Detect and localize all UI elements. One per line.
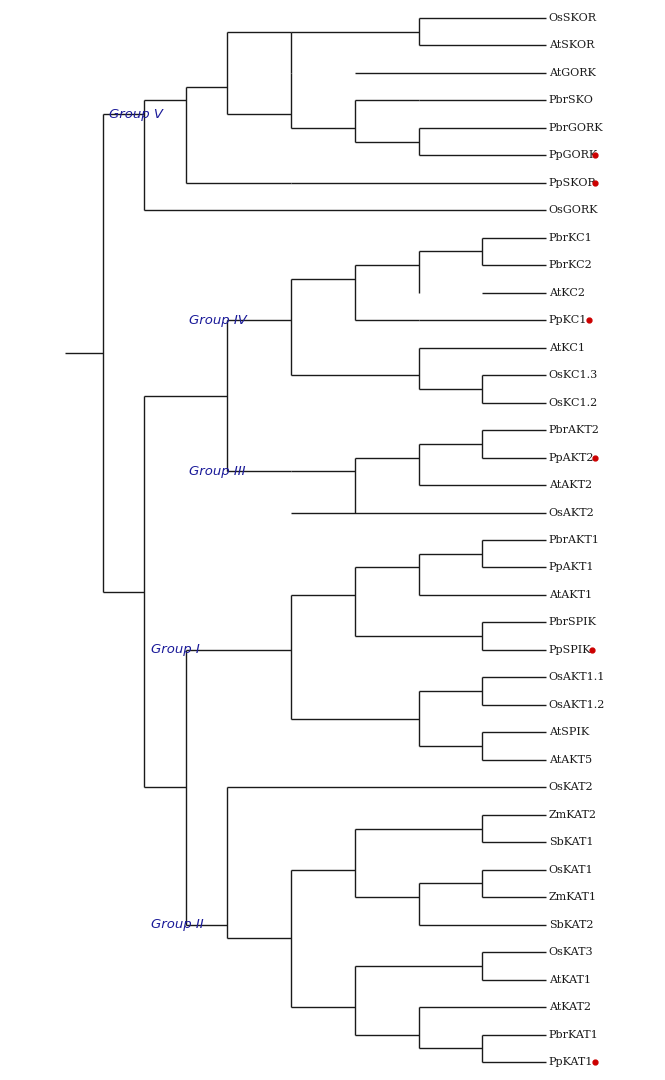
Text: OsAKT1.1: OsAKT1.1	[549, 673, 605, 683]
Text: ZmKAT2: ZmKAT2	[549, 810, 597, 820]
Text: PbrGORK: PbrGORK	[549, 123, 603, 133]
Text: OsSKOR: OsSKOR	[549, 13, 597, 23]
Text: PbrKC2: PbrKC2	[549, 260, 593, 270]
Text: Group III: Group III	[189, 464, 245, 477]
Text: SbKAT1: SbKAT1	[549, 837, 593, 848]
Text: SbKAT2: SbKAT2	[549, 920, 593, 930]
Text: PbrAKT2: PbrAKT2	[549, 426, 600, 435]
Text: PbrSKO: PbrSKO	[549, 95, 593, 106]
Text: PpKAT1: PpKAT1	[549, 1057, 593, 1067]
Text: OsKAT2: OsKAT2	[549, 782, 593, 793]
Text: PpAKT2: PpAKT2	[549, 453, 594, 462]
Text: PpSPIK: PpSPIK	[549, 645, 591, 654]
Text: AtSKOR: AtSKOR	[549, 40, 594, 51]
Text: ZmKAT1: ZmKAT1	[549, 892, 597, 902]
Text: AtKC1: AtKC1	[549, 342, 585, 353]
Text: AtKAT1: AtKAT1	[549, 974, 591, 985]
Text: PbrKC1: PbrKC1	[549, 232, 593, 243]
Text: AtKAT2: AtKAT2	[549, 1002, 591, 1012]
Text: AtAKT5: AtAKT5	[549, 755, 592, 765]
Text: AtKC2: AtKC2	[549, 287, 585, 298]
Text: AtAKT2: AtAKT2	[549, 480, 592, 490]
Text: Group V: Group V	[109, 108, 164, 121]
Text: OsAKT1.2: OsAKT1.2	[549, 700, 605, 710]
Text: OsKAT3: OsKAT3	[549, 947, 593, 957]
Text: PbrSPIK: PbrSPIK	[549, 618, 597, 627]
Text: PpKC1: PpKC1	[549, 315, 587, 325]
Text: PpGORK: PpGORK	[549, 150, 598, 160]
Text: Group I: Group I	[151, 644, 200, 657]
Text: PbrKAT1: PbrKAT1	[549, 1029, 598, 1040]
Text: Group IV: Group IV	[189, 313, 247, 326]
Text: OsKC1.3: OsKC1.3	[549, 370, 598, 380]
Text: OsKAT1: OsKAT1	[549, 865, 593, 875]
Text: OsAKT2: OsAKT2	[549, 508, 595, 517]
Text: OsGORK: OsGORK	[549, 205, 598, 215]
Text: PpSKOR: PpSKOR	[549, 178, 597, 188]
Text: AtSPIK: AtSPIK	[549, 727, 589, 738]
Text: PpAKT1: PpAKT1	[549, 563, 594, 572]
Text: OsKC1.2: OsKC1.2	[549, 397, 598, 407]
Text: AtGORK: AtGORK	[549, 68, 595, 78]
Text: PbrAKT1: PbrAKT1	[549, 535, 600, 545]
Text: Group II: Group II	[151, 918, 203, 931]
Text: AtAKT1: AtAKT1	[549, 590, 592, 600]
